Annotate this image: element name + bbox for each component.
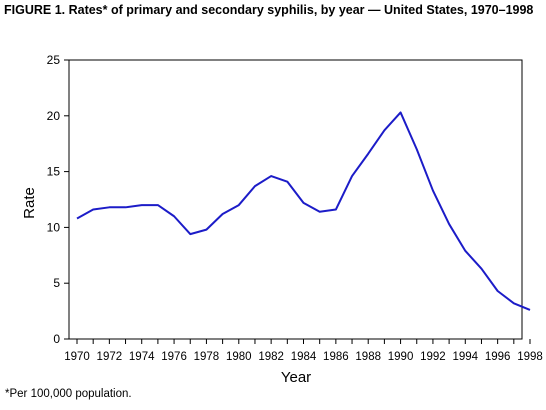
y-tick-label: 25 xyxy=(47,53,61,67)
x-tick-label: 1998 xyxy=(517,351,543,363)
plot-frame xyxy=(68,59,523,340)
x-tick-label: 1980 xyxy=(226,351,252,363)
x-tick-label: 1986 xyxy=(323,351,349,363)
plot-area xyxy=(68,59,523,340)
y-axis: 0 5 10 15 20 25 xyxy=(47,53,69,346)
x-tick-label: 1990 xyxy=(388,351,414,363)
x-tick-label: 1982 xyxy=(258,351,284,363)
x-tick-label: 1978 xyxy=(194,351,220,363)
x-tick-label: 1994 xyxy=(452,351,478,363)
x-tick-label: 1970 xyxy=(64,351,90,363)
y-tick-label: 20 xyxy=(47,109,61,123)
y-tick-label: 0 xyxy=(53,332,60,346)
x-tick-label: 1992 xyxy=(420,351,446,363)
y-tick-label: 10 xyxy=(47,220,61,234)
y-tick-label: 5 xyxy=(53,276,60,290)
x-tick-label: 1988 xyxy=(355,351,381,363)
x-tick-label: 1974 xyxy=(129,351,155,363)
footnote: *Per 100,000 population. xyxy=(5,388,132,400)
figure-title: FIGURE 1. Rates* of primary and secondar… xyxy=(4,3,534,17)
x-tick-label: 1984 xyxy=(291,351,317,363)
y-axis-label: Rate xyxy=(21,187,38,219)
x-axis: 1970 1972 1974 1976 1978 1980 1982 1984 1986 1988… xyxy=(64,339,543,363)
x-axis-label: Year xyxy=(281,369,311,386)
x-tick-label: 1972 xyxy=(97,351,123,363)
series-layer xyxy=(76,111,531,311)
x-tick-label: 1976 xyxy=(161,351,187,363)
x-tick-label: 1996 xyxy=(485,351,511,363)
y-tick-label: 15 xyxy=(47,165,61,179)
series-line xyxy=(76,111,531,311)
